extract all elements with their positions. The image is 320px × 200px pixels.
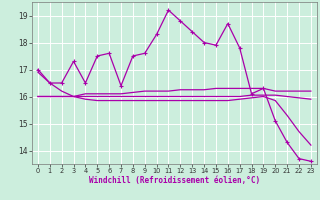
X-axis label: Windchill (Refroidissement éolien,°C): Windchill (Refroidissement éolien,°C) bbox=[89, 176, 260, 185]
